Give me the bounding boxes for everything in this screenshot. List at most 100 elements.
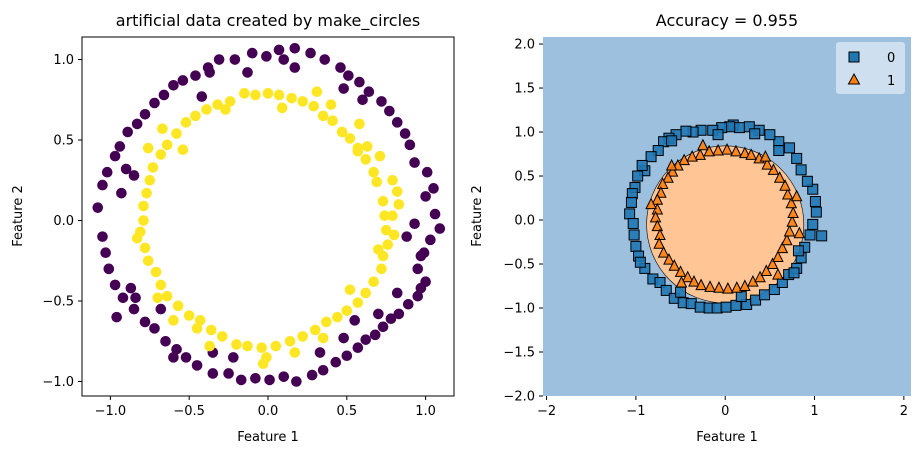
- data-point-class-1: [645, 197, 657, 210]
- data-point-inner: [270, 340, 282, 352]
- data-point-outer: [278, 371, 290, 382]
- data-point-outer: [171, 344, 182, 355]
- data-point-outer: [149, 323, 160, 334]
- data-point-class-0: [680, 125, 692, 137]
- y-tick-label: 1.0: [53, 53, 74, 68]
- data-point-inner: [212, 99, 223, 110]
- legend-label: 1: [887, 74, 895, 89]
- data-point-class-1: [666, 165, 679, 177]
- data-point-class-1: [786, 215, 799, 227]
- data-point-outer: [131, 118, 143, 130]
- data-point-inner: [377, 195, 389, 207]
- data-point-outer: [338, 83, 349, 94]
- data-point-inner: [388, 229, 400, 241]
- data-point-outer: [158, 89, 170, 101]
- data-point-class-0: [801, 175, 813, 187]
- data-point-outer: [421, 166, 433, 178]
- data-point-class-1: [674, 265, 687, 277]
- data-point-outer: [97, 179, 108, 191]
- data-point-inner: [360, 287, 372, 299]
- scatter-points: [92, 42, 446, 387]
- data-point-class-0: [628, 229, 640, 241]
- data-point-inner: [336, 126, 348, 138]
- data-point-outer: [168, 352, 179, 363]
- data-point-inner: [382, 239, 394, 250]
- data-point-outer: [207, 368, 219, 379]
- y-tick-label: 2.0: [514, 38, 535, 53]
- data-point-inner: [144, 174, 156, 186]
- data-point-outer: [377, 321, 389, 333]
- data-point-inner: [311, 86, 323, 98]
- data-point-class-0: [804, 229, 816, 241]
- data-point-outer: [109, 279, 121, 291]
- legend: 0 1: [836, 42, 905, 94]
- data-point-outer: [92, 202, 104, 213]
- data-point-outer: [314, 347, 326, 358]
- data-point-inner: [391, 186, 403, 197]
- data-point-class-1: [678, 153, 690, 166]
- x-tick-label: 2: [900, 404, 908, 419]
- data-point-class-1: [779, 179, 791, 191]
- data-point-outer: [180, 352, 192, 363]
- data-point-inner: [194, 315, 206, 326]
- data-point-outer: [420, 191, 431, 202]
- data-point-inner: [284, 335, 296, 347]
- data-point-class-0: [807, 218, 819, 230]
- data-point-outer: [97, 231, 108, 242]
- data-point-class-0: [627, 218, 639, 230]
- data-point-class-1: [722, 282, 734, 294]
- data-point-inner: [309, 324, 321, 336]
- data-point-inner: [317, 332, 329, 344]
- data-point-outer: [196, 91, 208, 102]
- data-point-inner: [317, 110, 329, 122]
- y-tick-label: 0.0: [53, 214, 74, 229]
- data-point-inner: [224, 96, 236, 107]
- x-tick-label: 0: [721, 404, 729, 419]
- data-point-outer: [103, 263, 115, 275]
- data-point-inner: [142, 255, 154, 267]
- data-point-inner: [352, 297, 364, 308]
- data-point-inner: [171, 128, 182, 139]
- x-tick-label: −1: [626, 404, 645, 419]
- data-point-outer: [357, 94, 368, 106]
- data-point-outer: [111, 311, 122, 323]
- data-point-class-1: [739, 146, 751, 159]
- data-point-inner: [139, 242, 151, 254]
- data-point-outer: [409, 218, 420, 230]
- data-point-class-0: [652, 145, 664, 157]
- data-point-inner: [344, 284, 356, 296]
- data-point-outer: [229, 54, 241, 65]
- data-point-class-1: [760, 264, 773, 277]
- data-point-inner: [250, 89, 261, 101]
- data-point-inner: [147, 162, 159, 173]
- data-point-outer: [409, 157, 420, 168]
- data-point-outer: [412, 290, 424, 302]
- data-point-inner: [161, 290, 173, 302]
- data-point-outer: [404, 139, 416, 151]
- data-point-inner: [138, 215, 149, 226]
- data-point-outer: [399, 128, 411, 139]
- data-point-class-1: [772, 267, 784, 280]
- data-point-inner: [172, 300, 184, 312]
- data-point-class-1: [655, 186, 667, 198]
- x-axis: −1.0 −0.5 0.0 0.5 1.0: [95, 396, 436, 419]
- data-point-outer: [391, 117, 403, 128]
- data-point-class-1: [790, 189, 803, 202]
- legend-marker-square: [848, 51, 860, 63]
- data-point-outer: [125, 282, 137, 294]
- data-point-outer: [273, 44, 285, 56]
- data-point-class-1: [721, 143, 733, 155]
- data-point-inner: [352, 146, 364, 157]
- data-point-outer: [109, 150, 121, 162]
- data-point-inner: [387, 210, 398, 221]
- data-point-class-1: [704, 280, 716, 292]
- data-point-outer: [261, 51, 272, 62]
- data-point-outer: [373, 308, 384, 320]
- data-point-class-0: [773, 145, 785, 157]
- scatter-points: [624, 119, 828, 314]
- data-point-inner: [332, 311, 343, 323]
- y-axis-label: Feature 2: [470, 185, 485, 247]
- data-point-outer: [305, 47, 316, 59]
- data-point-inner: [373, 244, 384, 255]
- data-point-inner: [216, 331, 228, 342]
